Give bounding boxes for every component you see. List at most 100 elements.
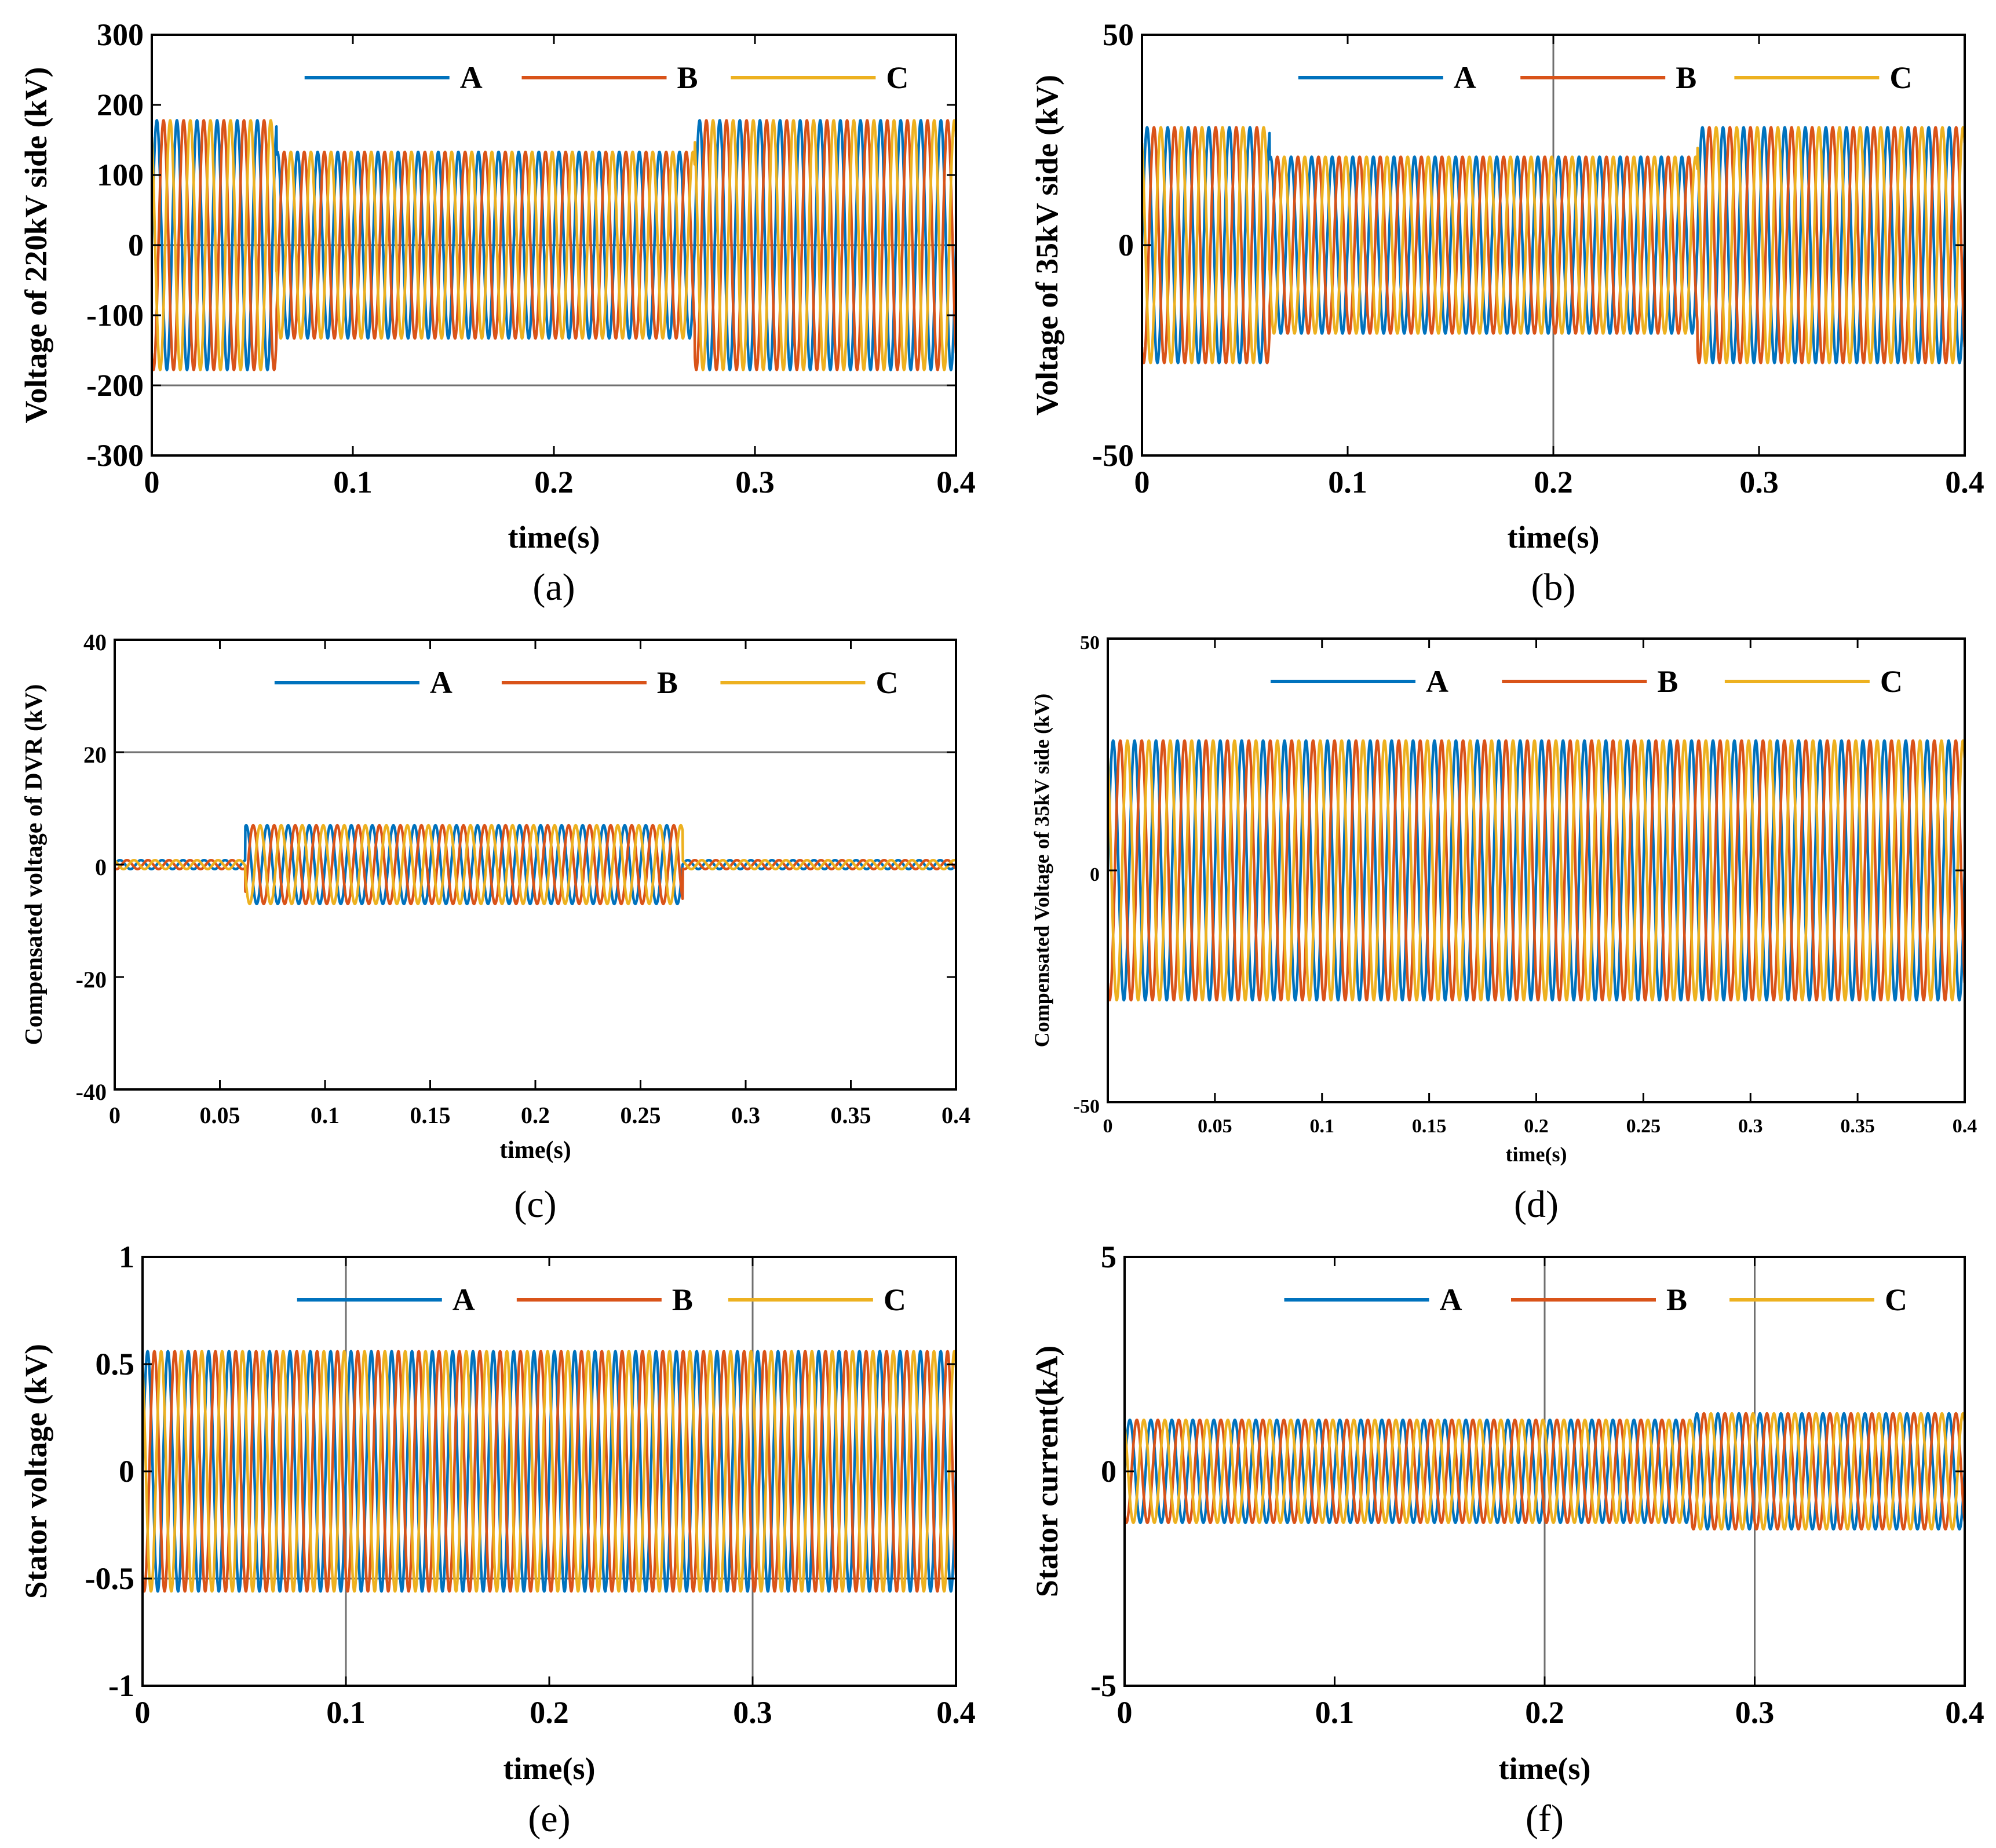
legend-label-B: B — [672, 1282, 693, 1317]
x-tick-label: 0.25 — [1626, 1116, 1661, 1137]
y-tick-label: -50 — [1092, 438, 1134, 473]
x-tick-label: 0.4 — [936, 465, 976, 500]
chart-panel-c: 0 0.05 0.1 0.15 0.2 0.25 0.3 0.35 0.4 -40 -20 0 20 40… — [21, 629, 970, 1226]
y-tick-label: 5 — [1101, 1240, 1116, 1274]
series-line-B — [1125, 1412, 1965, 1531]
legend-entry-C: C — [1734, 60, 1912, 95]
x-tick-label: 0.3 — [1735, 1695, 1775, 1730]
y-tick-label: -40 — [76, 1079, 107, 1105]
series-line-A — [1142, 126, 1965, 365]
x-tick-label: 0.05 — [200, 1102, 240, 1128]
x-tick-label: 0.35 — [1840, 1116, 1875, 1137]
legend-label-A: A — [430, 665, 453, 700]
x-axis-label: time(s) — [1506, 1143, 1567, 1166]
legend-label-B: B — [1676, 60, 1696, 95]
y-tick-label: -300 — [86, 438, 144, 473]
x-tick-label: 0.05 — [1198, 1116, 1232, 1137]
x-tick-label: 0 — [144, 465, 160, 500]
x-tick-label: 0.1 — [311, 1102, 340, 1128]
series-line-B — [1108, 739, 1965, 1002]
y-tick-label: 0 — [119, 1454, 134, 1489]
legend-entry-C: C — [1729, 1282, 1907, 1317]
legend-label-B: B — [1657, 664, 1678, 699]
x-tick-label: 0.1 — [1328, 465, 1367, 500]
x-tick-label: 0.4 — [1953, 1116, 1977, 1137]
panel-caption: (f) — [1526, 1798, 1564, 1840]
x-tick-label: 0.4 — [1945, 465, 1984, 500]
y-tick-label: 40 — [83, 629, 107, 655]
y-axis-label: Compensated voltage of DVR (kV) — [21, 684, 48, 1045]
chart-panel-e: 0 0.1 0.2 0.3 0.4 -1 -0.5 0 0.5 1 time(s) Stator vo… — [19, 1240, 976, 1840]
x-tick-label: 0.25 — [621, 1102, 661, 1128]
legend-entry-B: B — [1502, 664, 1678, 699]
x-tick-label: 0.3 — [1739, 465, 1779, 500]
legend-entry-B: B — [501, 665, 678, 700]
y-tick-label: -200 — [86, 368, 144, 403]
y-tick-label: -100 — [86, 298, 144, 333]
y-tick-label: -5 — [1090, 1668, 1116, 1703]
legend-label-C: C — [886, 60, 908, 95]
legend-label-B: B — [677, 60, 698, 95]
legend-entry-C: C — [720, 665, 898, 700]
series-line-B — [143, 1350, 956, 1593]
x-axis-label: time(s) — [1508, 520, 1600, 555]
panel-caption: (b) — [1531, 566, 1576, 608]
legend-entry-C: C — [731, 60, 908, 95]
y-tick-label: 0.5 — [96, 1347, 135, 1382]
legend-entry-A: A — [1284, 1282, 1462, 1317]
series-line-B — [1142, 126, 1965, 365]
legend-label-A: A — [1454, 60, 1476, 95]
legend-entry-B: B — [516, 1282, 693, 1317]
legend-entry-A: A — [1271, 664, 1448, 699]
x-tick-label: 0.2 — [1525, 1695, 1564, 1730]
x-tick-label: 0 — [1134, 465, 1150, 500]
y-tick-label: 0 — [1090, 864, 1100, 885]
y-tick-label: 200 — [97, 88, 144, 122]
x-tick-label: 0.1 — [1315, 1695, 1355, 1730]
y-axis-label: Voltage of 220kV side (kV) — [19, 67, 53, 423]
legend-label-C: C — [1880, 664, 1903, 699]
legend-label-C: C — [1889, 60, 1912, 95]
x-tick-label: 0 — [109, 1102, 121, 1128]
y-tick-label: 50 — [1103, 17, 1134, 52]
legend-label-C: C — [1885, 1282, 1907, 1317]
x-tick-label: 0.15 — [410, 1102, 451, 1128]
x-tick-label: 0.4 — [942, 1102, 970, 1128]
y-axis-label: Compensated Voltage of 35kV side (kV) — [1030, 694, 1053, 1047]
panel-caption: (e) — [528, 1798, 570, 1840]
legend-entry-C: C — [728, 1282, 906, 1317]
x-tick-label: 0.2 — [1524, 1116, 1549, 1137]
legend-label-C: C — [875, 665, 898, 700]
y-tick-label: 0 — [1101, 1454, 1116, 1489]
legend-label-A: A — [460, 60, 483, 95]
y-tick-label: 20 — [83, 742, 107, 768]
x-tick-label: 0.1 — [326, 1695, 366, 1730]
y-axis-label: Stator voltage (kV) — [19, 1344, 53, 1599]
y-tick-label: 1 — [119, 1240, 134, 1274]
x-tick-label: 0.2 — [534, 465, 574, 500]
series-line-C — [152, 119, 956, 371]
series-line-A — [143, 1350, 956, 1593]
x-tick-label: 0 — [1103, 1116, 1113, 1137]
y-tick-label: -0.5 — [85, 1561, 134, 1596]
x-tick-label: 0.2 — [1534, 465, 1573, 500]
legend-label-A: A — [1426, 664, 1448, 699]
x-axis-label: time(s) — [508, 520, 600, 555]
legend-entry-A: A — [1298, 60, 1476, 95]
series-line-C — [1142, 126, 1965, 365]
legend-entry-A: A — [274, 665, 453, 700]
y-tick-label: -20 — [76, 967, 107, 993]
x-tick-label: 0.4 — [936, 1695, 976, 1730]
x-tick-label: 0.3 — [733, 1695, 772, 1730]
x-tick-label: 0.3 — [1738, 1116, 1763, 1137]
y-axis-label: Voltage of 35kV side (kV) — [1030, 75, 1064, 415]
series-line-A — [115, 823, 956, 906]
chart-panel-d: 0 0.05 0.1 0.15 0.2 0.25 0.3 0.35 0.4-50050time(… — [1030, 632, 1977, 1226]
y-tick-label: 50 — [1080, 632, 1100, 654]
series-line-A — [1125, 1412, 1965, 1531]
series-line-B — [115, 823, 956, 906]
y-tick-label: 0 — [128, 228, 144, 263]
panel-caption: (c) — [514, 1183, 556, 1226]
